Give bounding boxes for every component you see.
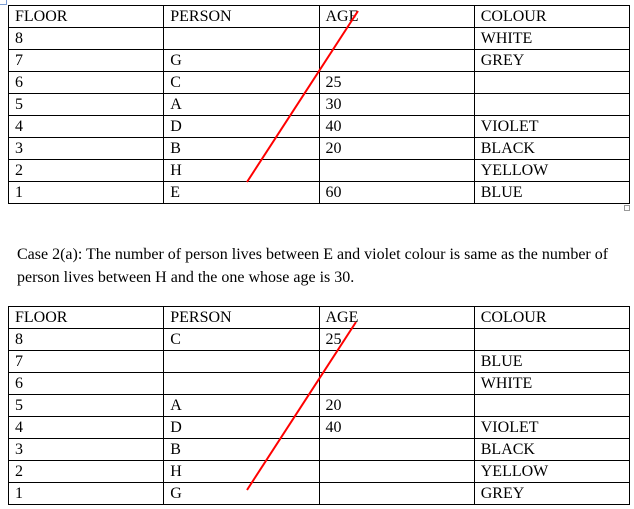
table-cell: E: [163, 181, 320, 204]
table-row: 7 BLUE: [7, 350, 631, 373]
table-cell: 1: [7, 482, 165, 505]
table-cell: 8: [7, 328, 165, 351]
table-row: 2 H YELLOW: [7, 460, 631, 483]
table-cell: 2: [7, 460, 165, 483]
table-cell: [163, 350, 320, 373]
table-cell: 20: [318, 137, 475, 160]
table-cell: VIOLET: [473, 416, 631, 439]
table-cell: PERSON: [163, 5, 320, 28]
table-cell: 7: [7, 49, 165, 72]
table-cell: COLOUR: [473, 5, 631, 28]
table-cell: 4: [7, 115, 165, 138]
table-cell: WHITE: [473, 27, 631, 50]
case-description: Case 2(a): The number of person lives be…: [17, 246, 609, 286]
table-cell: B: [163, 438, 320, 461]
table-cell: AGE: [318, 306, 475, 329]
table-resize-handle-icon[interactable]: [624, 205, 630, 211]
table-cell: [163, 27, 320, 50]
table-cell: FLOOR: [7, 306, 165, 329]
table-cell: B: [163, 137, 320, 160]
table-cell: BLUE: [473, 350, 631, 373]
table-cell: D: [163, 416, 320, 439]
table-row: 4 D 40 VIOLET: [7, 416, 631, 439]
table-cell: D: [163, 115, 320, 138]
table-cell: 3: [7, 438, 165, 461]
table-cell: H: [163, 460, 320, 483]
table-row: 5 A 30: [7, 93, 631, 116]
table-cell: 5: [7, 93, 165, 116]
table-cell: [318, 159, 475, 182]
table-cell: 30: [318, 93, 475, 116]
table-cell: WHITE: [473, 372, 631, 395]
floor-table-case-1: FLOOR PERSON AGE COLOUR 8 WHITE 7 G GREY 6 C 25 5 A 30…: [7, 5, 631, 204]
header-row: FLOOR PERSON AGE COLOUR: [7, 5, 631, 28]
table-cell: 4: [7, 416, 165, 439]
table-cell: [318, 460, 475, 483]
table-cell: GREY: [473, 49, 631, 72]
table-cell: 6: [7, 71, 165, 94]
table-cell: BLUE: [473, 181, 631, 204]
table-cell: G: [163, 49, 320, 72]
floor-table-case-2a: FLOOR PERSON AGE COLOUR 8 C 25 7 BLUE 6 WHITE 5 A 20 4…: [7, 306, 631, 505]
table-cell: [318, 49, 475, 72]
table-row: 5 A 20: [7, 394, 631, 417]
table-cell: GREY: [473, 482, 631, 505]
table-cell: 25: [318, 71, 475, 94]
table-cell: YELLOW: [473, 460, 631, 483]
table-cell: 40: [318, 115, 475, 138]
table-cell: C: [163, 328, 320, 351]
table-cell: AGE: [318, 5, 475, 28]
table-cell: A: [163, 93, 320, 116]
table-row: 6 WHITE: [7, 372, 631, 395]
table-row: 3 B 20 BLACK: [7, 137, 631, 160]
table-cell: 6: [7, 372, 165, 395]
table-cell: COLOUR: [473, 306, 631, 329]
table-cell: H: [163, 159, 320, 182]
table-row: 8 C 25: [7, 328, 631, 351]
table-cell: [163, 372, 320, 395]
table-row: 6 C 25: [7, 71, 631, 94]
table-cell: 20: [318, 394, 475, 417]
table-cell: [318, 482, 475, 505]
table-row: 4 D 40 VIOLET: [7, 115, 631, 138]
table-cell: [473, 328, 631, 351]
table-cell: 60: [318, 181, 475, 204]
table-cell: [318, 372, 475, 395]
table-cell: C: [163, 71, 320, 94]
table-cell: G: [163, 482, 320, 505]
table-cell: 25: [318, 328, 475, 351]
table-cell: FLOOR: [7, 5, 165, 28]
table-row: 7 G GREY: [7, 49, 631, 72]
table-cell: 5: [7, 394, 165, 417]
table-cell: 3: [7, 137, 165, 160]
table-cell: [318, 350, 475, 373]
table-row: 8 WHITE: [7, 27, 631, 50]
table-cell: [318, 438, 475, 461]
table-row: 3 B BLACK: [7, 438, 631, 461]
table-move-handle-icon[interactable]: [0, 0, 7, 5]
table-cell: [473, 71, 631, 94]
table-cell: [473, 394, 631, 417]
table-cell: A: [163, 394, 320, 417]
table-row: 1 G GREY: [7, 482, 631, 505]
table-cell: YELLOW: [473, 159, 631, 182]
table-cell: BLACK: [473, 137, 631, 160]
table-cell: [318, 27, 475, 50]
table-cell: VIOLET: [473, 115, 631, 138]
table-cell: [473, 93, 631, 116]
table-cell: PERSON: [163, 306, 320, 329]
table-cell: 2: [7, 159, 165, 182]
table-cell: 8: [7, 27, 165, 50]
table-cell: 40: [318, 416, 475, 439]
table-row: 2 H YELLOW: [7, 159, 631, 182]
header-row: FLOOR PERSON AGE COLOUR: [7, 306, 631, 329]
table-cell: 7: [7, 350, 165, 373]
table-cell: 1: [7, 181, 165, 204]
table-row: 1 E 60 BLUE: [7, 181, 631, 204]
table-cell: BLACK: [473, 438, 631, 461]
